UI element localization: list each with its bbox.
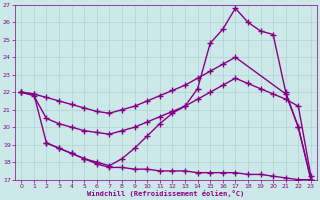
X-axis label: Windchill (Refroidissement éolien,°C): Windchill (Refroidissement éolien,°C) (87, 190, 245, 197)
